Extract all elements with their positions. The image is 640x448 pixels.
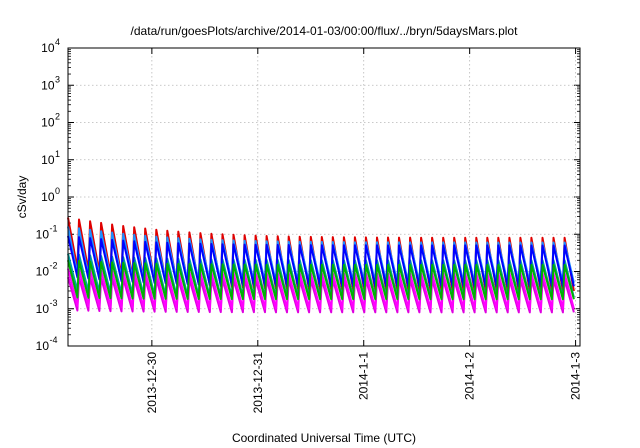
y-tick-label: 10 -4 (36, 335, 58, 353)
y-tick-exponent: -1 (50, 223, 58, 233)
chart-title: /data/run/goesPlots/archive/2014-01-03/0… (131, 24, 519, 38)
y-tick-base: 10 (36, 227, 50, 241)
y-tick-base: 10 (41, 41, 55, 55)
y-tick-exponent: -3 (50, 298, 58, 308)
y-tick-exponent: 4 (55, 37, 60, 47)
y-tick-label: 10 3 (41, 74, 60, 92)
x-axis-label: Coordinated Universal Time (UTC) (232, 431, 416, 445)
y-tick-exponent: -2 (50, 261, 58, 271)
y-tick-label: 10 0 (41, 186, 60, 204)
x-tick-label: 2014-1-2 (463, 352, 477, 400)
y-tick-label: 10 2 (41, 112, 60, 130)
y-tick-exponent: 1 (55, 149, 60, 159)
y-axis-label: cSv/day (15, 176, 29, 219)
x-tick-label: 2013-12-31 (251, 352, 265, 414)
x-tick-label: 2014-1-1 (357, 352, 371, 400)
y-tick-exponent: 2 (55, 112, 60, 122)
y-tick-exponent: -4 (50, 335, 58, 345)
y-tick-exponent: 0 (55, 186, 60, 196)
x-tick-label: 2014-1-3 (569, 352, 583, 400)
y-tick-base: 10 (41, 190, 55, 204)
y-tick-label: 10 1 (41, 149, 60, 167)
y-tick-base: 10 (36, 339, 50, 353)
x-tick-labels: 2013-12-30 2013-12-31 2014-1-1 2014-1-2 2014… (145, 352, 583, 414)
y-tick-base: 10 (41, 116, 55, 130)
y-tick-base: 10 (36, 302, 50, 316)
y-tick-base: 10 (36, 265, 50, 279)
y-tick-exponent: 3 (55, 74, 60, 84)
series-lines (67, 217, 575, 314)
series-line (67, 259, 575, 301)
y-tick-label: 10 4 (41, 37, 60, 55)
y-tick-label: 10 -3 (36, 298, 58, 316)
y-tick-label: 10 -2 (36, 261, 58, 279)
plot-frame (67, 47, 581, 347)
y-tick-base: 10 (41, 153, 55, 167)
y-tick-base: 10 (41, 78, 55, 92)
y-tick-label: 10 -1 (36, 223, 58, 241)
x-tick-label: 2013-12-30 (145, 352, 159, 414)
